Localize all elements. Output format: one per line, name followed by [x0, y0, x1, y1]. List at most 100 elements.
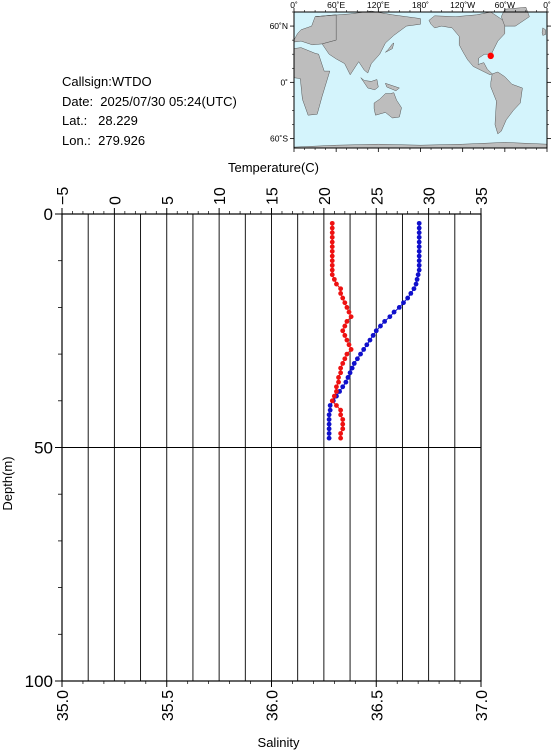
temperature-point: [415, 272, 421, 278]
temperature-point: [391, 309, 397, 315]
salinity-point: [344, 305, 350, 310]
salinity-point: [336, 379, 341, 385]
temperature-tick-label: 20: [317, 187, 334, 205]
salinity-point: [329, 234, 335, 240]
salinity-point: [338, 431, 344, 436]
temperature-point: [401, 300, 406, 306]
temperature-point: [327, 403, 333, 408]
salinity-point: [334, 389, 339, 394]
temperature-point: [416, 244, 422, 250]
temperature-point: [347, 370, 353, 376]
depth-tick-label: 100: [25, 672, 53, 691]
temperature-point: [327, 407, 333, 413]
temperature-point: [367, 337, 373, 343]
salinity-point: [340, 417, 346, 422]
temperature-tick-label: −5: [55, 187, 72, 205]
temperature-point: [361, 347, 367, 352]
callsign-text: Callsign:WTDO: [62, 74, 152, 89]
salinity-point: [338, 365, 344, 371]
salinity-point: [338, 370, 344, 376]
salinity-axis-label: Salinity: [258, 735, 300, 750]
salinity-tick-label: 35.0: [55, 690, 72, 721]
salinity-point: [346, 342, 352, 348]
temperature-point: [326, 435, 332, 441]
temperature-axis-label: Temperature(C): [228, 160, 319, 175]
temperature-point: [416, 234, 422, 240]
salinity-point: [329, 239, 335, 245]
depth-tick-label: 50: [34, 439, 53, 458]
salinity-point: [329, 253, 335, 259]
temperature-point: [343, 379, 349, 385]
salinity-point: [338, 412, 344, 418]
temperature-point: [382, 319, 388, 324]
temperature-point: [416, 230, 422, 236]
longitude-text: Lon.: 279.926: [62, 132, 146, 148]
station-info: Callsign:WTDO Date: 2025/07/30 05:24(UTC…: [62, 72, 237, 150]
salinity-point: [329, 272, 335, 278]
salinity-point: [342, 323, 348, 329]
temperature-point: [373, 328, 379, 334]
temperature-point: [416, 253, 422, 259]
salinity-point: [329, 398, 335, 404]
temperature-point: [408, 290, 414, 296]
salinity-point: [338, 286, 344, 292]
salinity-tick-label: 37.0: [474, 690, 491, 721]
salinity-point: [329, 267, 335, 273]
temperature-series: [326, 220, 422, 441]
salinity-point: [340, 421, 346, 427]
temperature-point: [345, 375, 351, 380]
salinity-point: [331, 393, 337, 399]
temperature-point: [378, 323, 383, 329]
temperature-tick-label: 10: [212, 187, 229, 205]
temperature-point: [414, 276, 420, 282]
salinity-tick-label: 35.5: [160, 690, 177, 721]
temperature-point: [354, 356, 360, 362]
temperature-point: [416, 220, 422, 226]
salinity-point: [342, 300, 348, 306]
salinity-point: [336, 375, 341, 380]
temperature-point: [396, 305, 402, 310]
temperature-point: [405, 295, 411, 301]
salinity-point: [329, 230, 335, 236]
temperature-point: [326, 417, 332, 422]
temperature-point: [358, 351, 363, 357]
salinity-point: [342, 333, 348, 338]
salinity-point: [348, 347, 354, 352]
depth-axis-label: Depth(m): [0, 456, 15, 510]
temperature-tick-label: 15: [265, 187, 282, 205]
temperature-tick-label: 30: [422, 187, 439, 205]
temperature-point: [416, 262, 422, 268]
temperature-tick-label: 25: [369, 187, 386, 205]
temperature-point: [416, 258, 422, 264]
temperature-point: [326, 421, 332, 427]
salinity-point: [346, 309, 352, 315]
temperature-point: [364, 342, 370, 348]
temperature-point: [351, 361, 357, 366]
temperature-tick-label: 35: [474, 187, 491, 205]
salinity-point: [329, 220, 335, 226]
temperature-tick-label: 5: [160, 196, 177, 205]
temperature-point: [340, 384, 346, 390]
salinity-point: [340, 361, 346, 366]
salinity-point: [338, 435, 344, 441]
temperature-point: [416, 248, 422, 254]
salinity-tick-label: 36.5: [369, 690, 386, 721]
salinity-point: [344, 319, 350, 324]
temperature-point: [413, 281, 419, 287]
salinity-point: [342, 356, 348, 362]
salinity-point: [329, 248, 335, 254]
salinity-point: [340, 295, 346, 301]
temperature-point: [416, 239, 422, 245]
salinity-point: [340, 426, 346, 432]
temperature-point: [416, 267, 422, 273]
temperature-point: [326, 426, 332, 432]
temperature-point: [326, 412, 332, 418]
date-text: Date: 2025/07/30 05:24(UTC): [62, 93, 237, 109]
salinity-point: [338, 290, 344, 296]
salinity-point: [340, 328, 346, 334]
salinity-point: [331, 276, 337, 282]
salinity-point: [329, 258, 335, 264]
temperature-point: [411, 286, 417, 292]
salinity-point: [334, 403, 339, 408]
